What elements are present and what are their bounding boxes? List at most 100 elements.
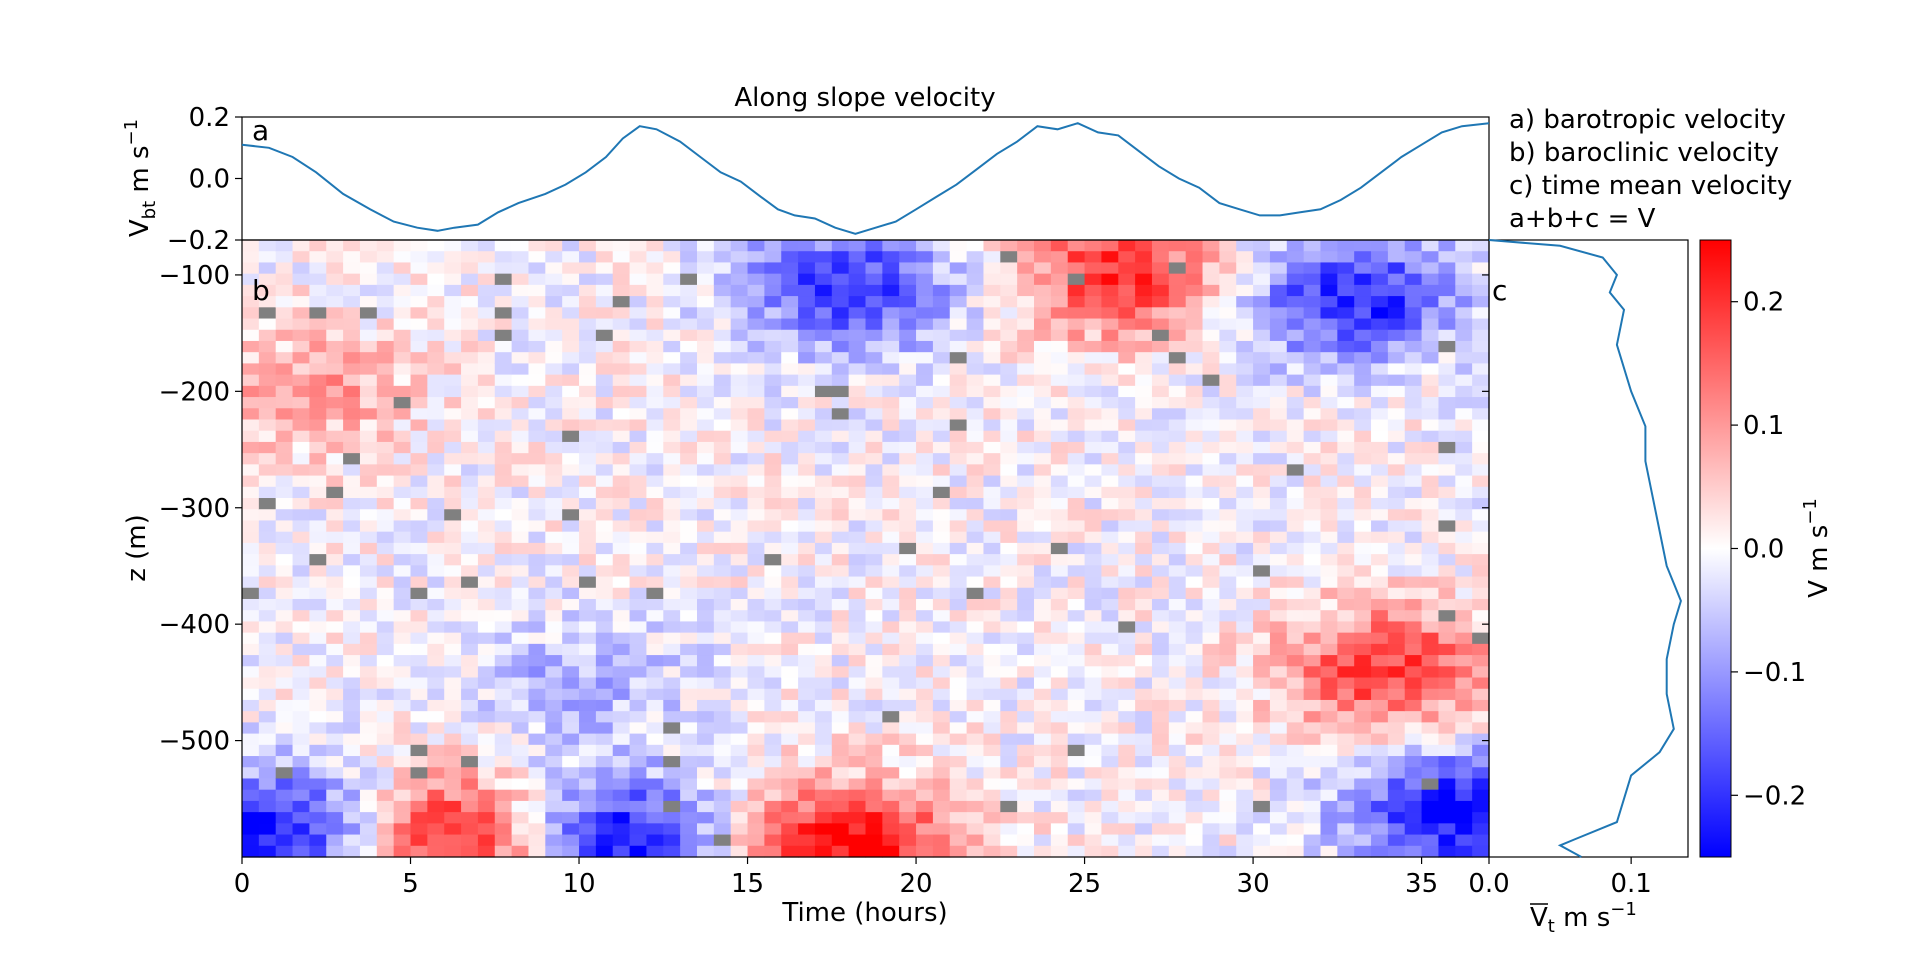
heatmap-cell [511,565,530,578]
heatmap-cell [949,486,968,499]
heatmap-cell [1438,733,1456,746]
heatmap-cell [831,475,850,488]
heatmap-cell [376,632,395,645]
heatmap-cell [326,688,344,701]
heatmap-cell [781,666,799,679]
heatmap-cell [916,565,934,578]
heatmap-cell [916,329,934,342]
heatmap-cell [899,789,917,802]
heatmap-cell [646,711,664,723]
heatmap-cell [461,374,479,387]
heatmap-cell [882,374,900,387]
heatmap-cell [410,666,428,679]
heatmap-cell [1253,352,1271,364]
heatmap-cell [680,296,698,308]
heatmap-cell [427,699,445,712]
heatmap-cell [1455,363,1473,376]
heatmap-cell [562,688,580,701]
heatmap-cell [545,666,563,679]
heatmap-cell [1337,363,1355,376]
heatmap-cell [1000,520,1018,533]
heatmap-cell [242,643,260,656]
heatmap-cell [461,812,479,824]
heatmap-cell [949,363,968,376]
heatmap-cell [326,554,344,566]
heatmap-cell [1472,688,1490,701]
heatmap-cell [764,509,782,522]
heatmap-cell [899,688,917,701]
heatmap-cell [1050,262,1069,275]
heatmap-cell [343,430,361,443]
heatmap-cell [983,498,1001,510]
heatmap-cell [1118,352,1136,364]
heatmap-cell [376,374,395,387]
heatmap-cell [663,408,681,421]
heatmap-cell [1084,576,1103,589]
heatmap-cell [579,240,597,252]
heatmap-cell [1387,408,1406,421]
heatmap-cell [1219,509,1237,522]
heatmap-cell [629,430,648,443]
heatmap-cell [528,363,546,376]
heatmap-cell [949,464,968,477]
heatmap-cell [713,677,732,690]
heatmap-cell [612,520,631,533]
heatmap-cell [1034,441,1052,454]
heatmap-cell [393,363,412,376]
heatmap-cell [595,509,614,522]
heatmap-cell [562,520,580,533]
heatmap-cell [983,587,1001,600]
panel-letter-a: a [252,114,269,147]
heatmap-cell [1067,789,1086,802]
heatmap-cell [1219,498,1237,510]
heatmap-cell [916,520,934,533]
heatmap-cell [1286,666,1305,679]
heatmap-cell [1387,441,1406,454]
heatmap-cell [1371,711,1389,723]
heatmap-cell [646,677,664,690]
heatmap-cell [1151,273,1170,286]
heatmap-cell [730,834,749,847]
heatmap-cell [1455,767,1473,780]
heatmap-cell [309,251,327,264]
heatmap-cell [1438,453,1456,465]
heatmap-cell [983,374,1001,387]
heatmap-cell [1303,475,1322,488]
heatmap-cell [1404,363,1423,376]
heatmap-cell [1269,385,1288,398]
heatmap-cell [511,340,530,353]
heatmap-cell [444,329,462,342]
heatmap-cell [865,408,883,421]
heatmap-cell [410,834,428,847]
heatmap-cell [1135,767,1153,780]
heatmap-cell [1084,744,1103,757]
heatmap-cell [848,408,867,421]
heatmap-cell [663,542,681,555]
heatmap-cell [713,542,732,555]
heatmap-cell [562,273,580,286]
heatmap-cell [966,509,985,522]
heatmap-cell [562,834,580,847]
heatmap-cell [1185,509,1204,522]
heatmap-cell [1050,408,1069,421]
heatmap-cell [562,621,580,634]
heatmap-cell [410,800,428,813]
heatmap-cell [292,318,310,331]
heatmap-cell [1303,520,1322,533]
heatmap-cell [376,834,395,847]
heatmap-cell [477,711,496,723]
heatmap-cell [528,699,546,712]
heatmap-cell [1337,531,1355,544]
heatmap-cell [1202,430,1220,443]
heatmap-cell [292,778,310,791]
heatmap-cell [309,722,327,735]
heatmap-cell [983,531,1001,544]
heatmap-cell [1387,486,1406,499]
heatmap-cell [1337,307,1355,320]
heatmap-cell [713,711,732,723]
heatmap-cell [612,352,631,364]
heatmap-ytick-label: −200 [159,377,230,407]
heatmap-cell [916,486,934,499]
heatmap-cell [983,767,1001,780]
heatmap-cell [275,340,294,353]
